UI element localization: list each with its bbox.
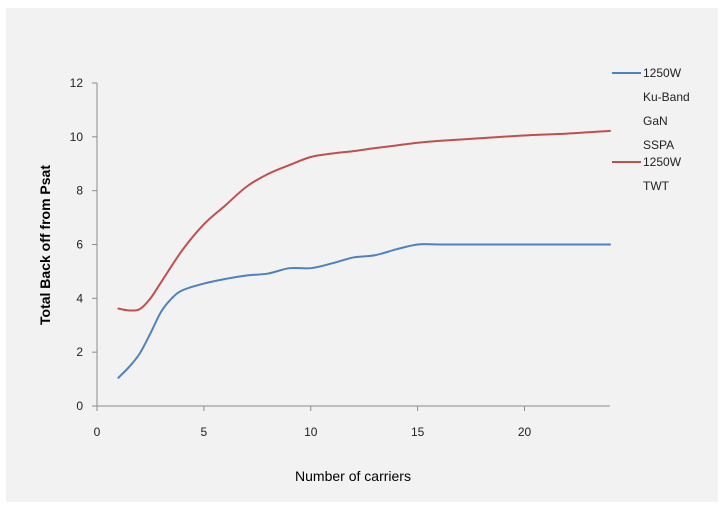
x-tick-label: 15	[411, 425, 425, 439]
y-axis-label: Total Back off from Psat	[37, 165, 53, 325]
y-tick-label: 4	[76, 291, 83, 305]
chart-background	[6, 8, 718, 502]
x-tick-label: 20	[518, 425, 532, 439]
legend-label: 1250W	[643, 66, 682, 80]
legend-label: 1250W	[643, 155, 682, 169]
y-tick-label: 0	[76, 399, 83, 413]
series-layer	[117, 129, 611, 379]
series-line-1250w-ku-band-gan-sspa	[117, 243, 611, 379]
y-tick-label: 2	[76, 345, 83, 359]
legend-label: GaN	[643, 114, 668, 128]
legend-item-1250w-ku-band-gan-sspa: 1250W Ku-Band GaN SSPA	[612, 66, 690, 152]
axes: 0 2 4 6 8 10 12 0 5 10 15 20	[70, 76, 610, 439]
y-tick-label: 6	[76, 238, 83, 252]
legend: 1250W Ku-Band GaN SSPA 1250W TWT	[612, 66, 690, 193]
series-line-1250w-twt	[117, 129, 611, 312]
x-tick-label: 5	[201, 425, 208, 439]
legend-label: SSPA	[643, 138, 674, 152]
legend-label: Ku-Band	[643, 90, 690, 104]
x-tick-label: 10	[304, 425, 318, 439]
x-tick-label: 0	[94, 425, 101, 439]
y-tick-label: 8	[76, 184, 83, 198]
legend-label: TWT	[643, 179, 670, 193]
legend-item-1250w-twt: 1250W TWT	[612, 155, 682, 193]
y-tick-label: 12	[70, 76, 84, 90]
x-axis-label: Number of carriers	[295, 468, 411, 484]
y-tick-label: 10	[70, 130, 84, 144]
